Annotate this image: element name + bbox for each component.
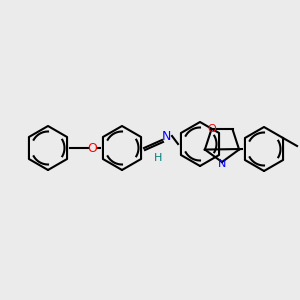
Text: N: N: [161, 130, 171, 142]
Text: O: O: [207, 124, 216, 134]
Text: N: N: [218, 159, 226, 169]
Text: O: O: [87, 142, 97, 154]
Text: H: H: [154, 153, 162, 163]
